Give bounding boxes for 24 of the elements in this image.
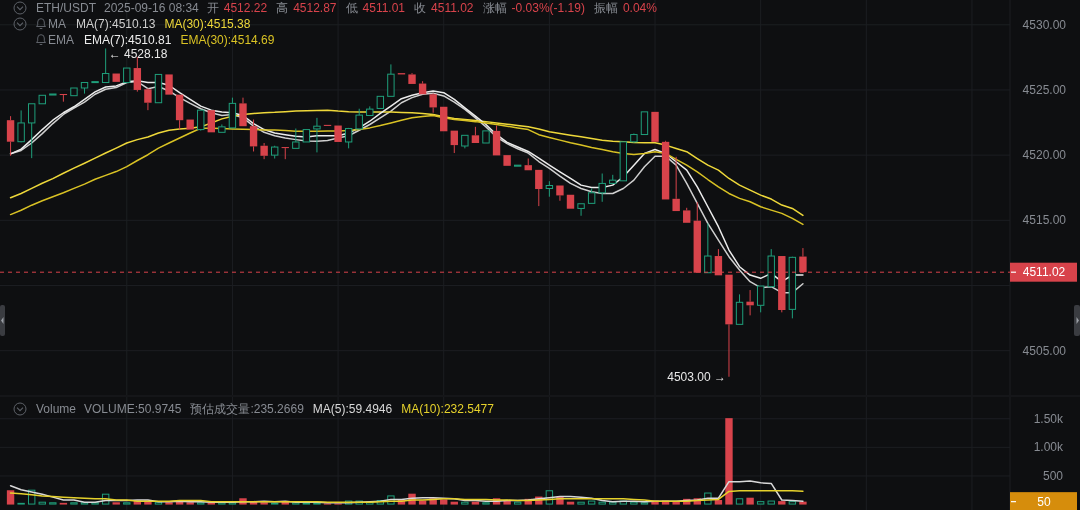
header-value: 振幅 0.04%: [593, 1, 657, 15]
annotation: VOLUME:50.9745: [84, 402, 182, 416]
chart-subtitle: 2025-09-16 08:34: [104, 1, 200, 15]
legend: MA MA(7):4510.13 MA(30):4515.38 EMA EMA(7):4510.81 EMA(30):4514.69: [48, 17, 275, 47]
header-value: 涨幅 -0.03%(-1.19): [482, 1, 585, 15]
legend: MA(5):59.4946 MA(10):232.5477: [312, 402, 494, 416]
y-tick-label: 500: [1042, 468, 1063, 483]
y-tick-label: 4515.00: [1022, 213, 1066, 228]
current-value-tag: 50: [1010, 492, 1077, 510]
header-value: 高 4512.87: [276, 1, 337, 15]
y-tick-label: 4520.00: [1022, 148, 1066, 163]
y-tick-label: 1.50k: [1033, 411, 1063, 426]
annotation: 预估成交量:235.2669: [190, 402, 305, 416]
header: Volume VOLUME:50.9745 预估成交量:235.2669: [13, 402, 304, 416]
chart-title: ETH/USDT: [36, 1, 97, 15]
y-tick-label: 4505.00: [1022, 343, 1066, 358]
note: 4503.00 →: [667, 369, 726, 384]
header-value: 收 4511.02: [414, 1, 474, 15]
y-tick-label: 1.00k: [1033, 440, 1063, 455]
header-value: 低 4511.01: [345, 1, 406, 15]
y-tick-label: 4525.00: [1022, 82, 1066, 97]
note: ← 4528.18: [108, 47, 168, 62]
header-value: 开 4512.22: [206, 1, 268, 15]
y-tick-label: 4530.00: [1022, 17, 1066, 32]
